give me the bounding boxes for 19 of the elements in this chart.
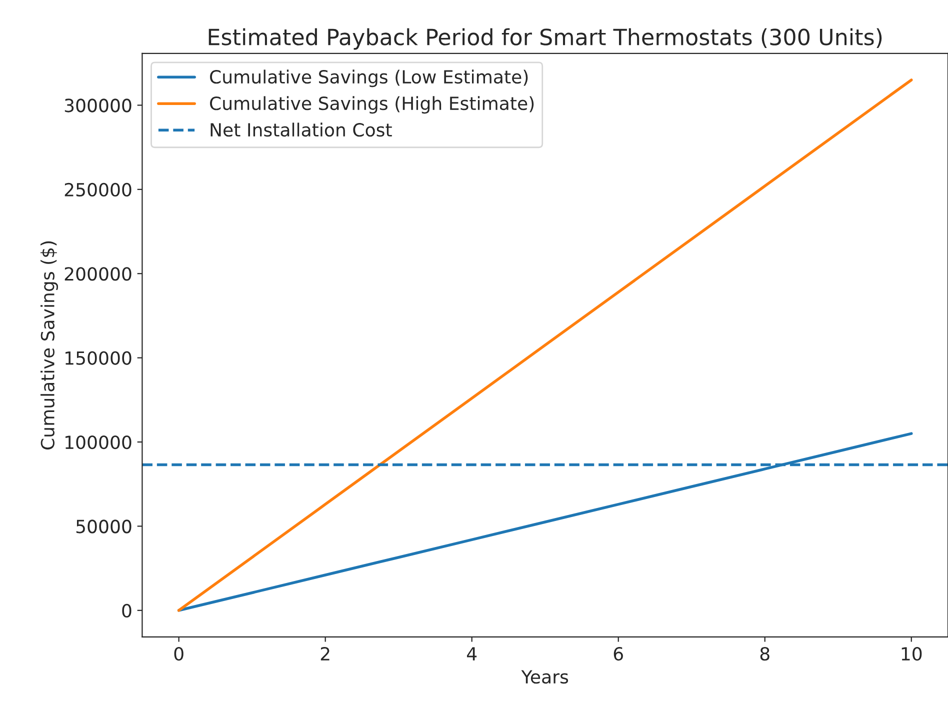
y-tick-label: 50000 [76,520,132,534]
y-tick-label: 100000 [66,435,132,450]
y-tick-label: 150000 [66,351,132,365]
y-tick-label: 0 [122,604,132,618]
chart-title: Estimated Payback Period for Smart Thermostats (300 Units) [208,28,882,50]
legend-label: Net Installation Cost [210,122,392,137]
x-tick-label: 2 [320,646,330,660]
y-tick-label: 300000 [64,98,132,112]
x-tick-label: 0 [174,646,184,661]
x-tick-label: 8 [760,646,770,661]
x-tick-label: 6 [614,646,623,661]
x-tick-label: 10 [902,646,922,661]
x-axis-title: Years [521,670,568,684]
y-tick-label: 250000 [64,182,132,197]
legend-label: Cumulative Savings (High Estimate) [210,96,534,114]
y-axis-title: Cumulative Savings ($) [40,241,58,450]
legend-label: Cumulative Savings (Low Estimate) [210,70,528,88]
y-tick-label: 200000 [64,267,132,281]
x-tick-label: 4 [466,647,477,660]
